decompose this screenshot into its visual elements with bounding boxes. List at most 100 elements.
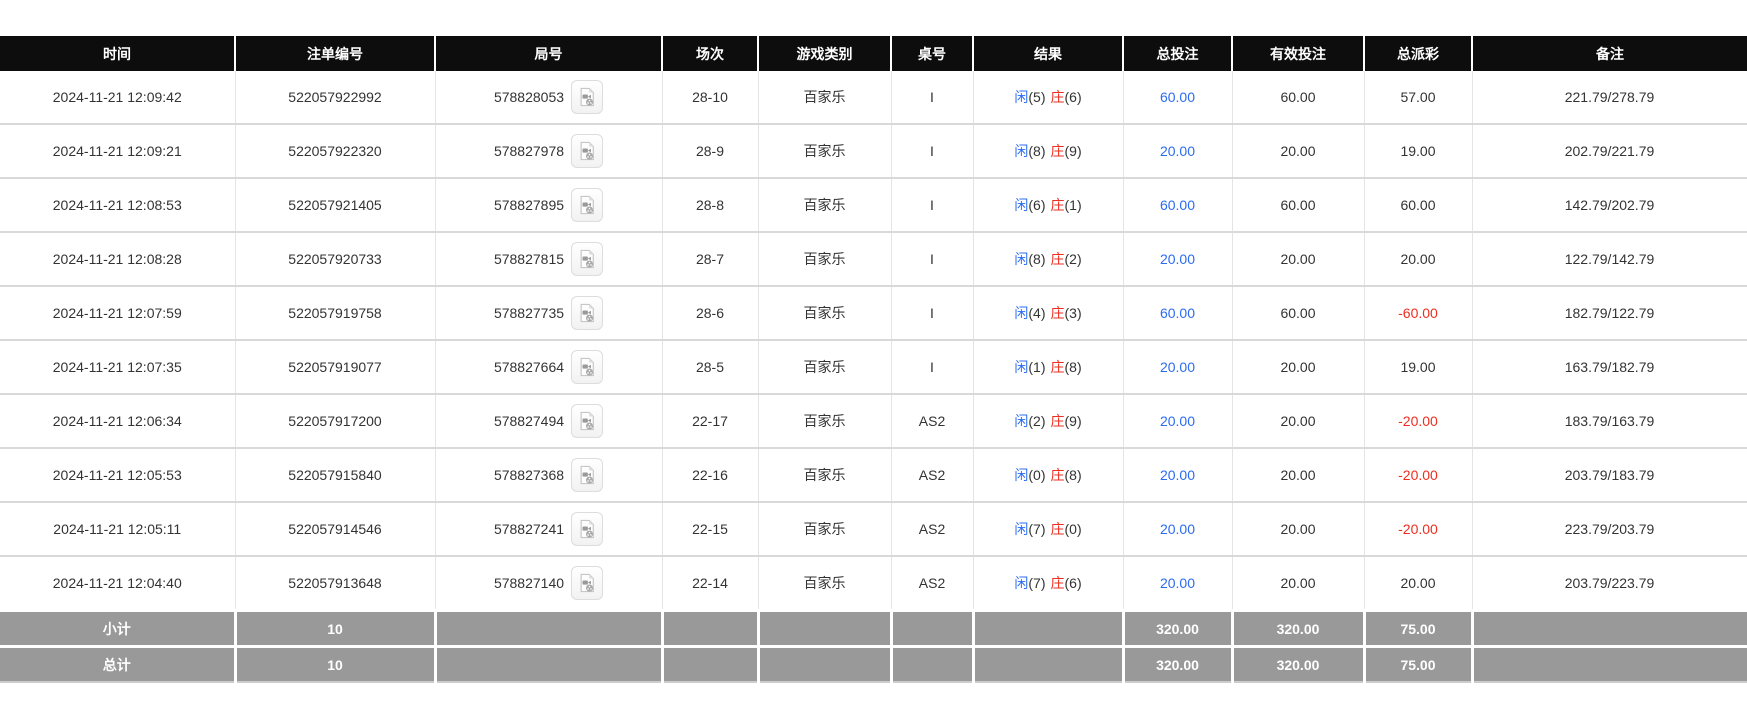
video-replay-button[interactable] [571, 134, 604, 168]
total-bet-link[interactable]: 20.00 [1159, 143, 1196, 159]
video-replay-button[interactable] [571, 80, 604, 114]
round-id: 578827735 [493, 305, 565, 321]
round-cell: 578827494 [434, 394, 662, 449]
round-cell: 578827895 [434, 178, 662, 233]
table-no-cell: I [890, 340, 973, 395]
remark-cell: 163.79/182.79 [1471, 340, 1747, 395]
bet-id-cell: 522057919758 [234, 286, 435, 341]
result-cell: 闲(7) 庄(6) [972, 556, 1123, 612]
col-header-bet-id: 注单编号 [234, 36, 435, 71]
total-bet-link[interactable]: 20.00 [1159, 575, 1196, 591]
col-header-session: 场次 [661, 36, 758, 71]
player-result-points: (0) [1028, 467, 1046, 483]
banker-result-points: (8) [1064, 359, 1082, 375]
bet-id-cell: 522057922320 [234, 124, 435, 179]
player-result-label: 闲 [1014, 143, 1029, 159]
player-result-label: 闲 [1014, 575, 1029, 591]
game-type-cell: 百家乐 [757, 556, 891, 612]
table-no-cell: I [890, 286, 973, 341]
valid-bet-cell: 60.00 [1231, 178, 1364, 233]
total-bet-link[interactable]: 20.00 [1159, 359, 1196, 375]
result-cell: 闲(4) 庄(3) [972, 286, 1123, 341]
banker-result-points: (0) [1064, 521, 1082, 537]
result-cell: 闲(8) 庄(2) [972, 232, 1123, 287]
result-cell: 闲(0) 庄(8) [972, 448, 1123, 503]
table-row: 2024-11-21 12:05:11 522057914546 5788272… [0, 502, 1747, 557]
bet-id-cell: 522057922992 [234, 71, 435, 125]
game-type-cell: 百家乐 [757, 71, 891, 125]
bet-id-cell: 522057915840 [234, 448, 435, 503]
total-label: 总计 [0, 645, 235, 683]
round-id: 578827895 [493, 197, 565, 213]
bet-id-cell: 522057913648 [234, 556, 435, 612]
video-replay-button[interactable] [571, 404, 604, 438]
total-bet-cell: 20.00 [1122, 448, 1232, 503]
video-file-icon [580, 357, 594, 377]
video-replay-button[interactable] [571, 458, 604, 492]
banker-result-points: (6) [1064, 89, 1082, 105]
payout-cell: -20.00 [1363, 394, 1472, 449]
valid-bet-cell: 60.00 [1231, 286, 1364, 341]
bet-id-cell: 522057914546 [234, 502, 435, 557]
total-bet-link[interactable]: 20.00 [1159, 521, 1196, 537]
table-row: 2024-11-21 12:04:40 522057913648 5788271… [0, 556, 1747, 612]
banker-result-label: 庄 [1050, 305, 1065, 321]
session-cell: 28-10 [661, 71, 758, 125]
subtotal-row: 小计 10 320.00 320.00 75.00 [0, 609, 1747, 647]
player-result-points: (6) [1028, 197, 1046, 213]
time-cell: 2024-11-21 12:09:21 [0, 124, 235, 179]
total-bet-link[interactable]: 20.00 [1159, 251, 1196, 267]
table-header: 时间 注单编号 局号 场次 游戏类别 桌号 结果 总投注 有效投注 总派彩 备注 [0, 36, 1747, 71]
result-cell: 闲(5) 庄(6) [972, 71, 1123, 125]
player-result-points: (1) [1028, 359, 1046, 375]
video-file-icon [580, 465, 594, 485]
banker-result-label: 庄 [1050, 89, 1065, 105]
game-type-cell: 百家乐 [757, 394, 891, 449]
video-replay-button[interactable] [571, 350, 604, 384]
payout-cell: 60.00 [1363, 178, 1472, 233]
round-cell: 578827978 [434, 124, 662, 179]
remark-cell: 203.79/183.79 [1471, 448, 1747, 503]
total-bet-link[interactable]: 60.00 [1159, 89, 1196, 105]
video-replay-button[interactable] [571, 188, 604, 222]
player-result-points: (7) [1028, 521, 1046, 537]
video-replay-button[interactable] [571, 296, 604, 330]
banker-result-label: 庄 [1050, 251, 1065, 267]
bet-id-cell: 522057919077 [234, 340, 435, 395]
video-replay-button[interactable] [571, 512, 604, 546]
time-cell: 2024-11-21 12:05:11 [0, 502, 235, 557]
table-row: 2024-11-21 12:06:34 522057917200 5788274… [0, 394, 1747, 449]
player-result-label: 闲 [1014, 359, 1029, 375]
total-bet-cell: 20.00 [1122, 340, 1232, 395]
total-bet-link[interactable]: 20.00 [1159, 467, 1196, 483]
game-type-cell: 百家乐 [757, 178, 891, 233]
game-type-cell: 百家乐 [757, 232, 891, 287]
session-cell: 22-15 [661, 502, 758, 557]
col-header-round-id: 局号 [434, 36, 662, 71]
empty-cell [971, 609, 1123, 647]
player-result-points: (8) [1028, 251, 1046, 267]
round-id: 578827494 [493, 413, 565, 429]
total-count: 10 [233, 645, 435, 683]
round-id: 578827978 [493, 143, 565, 159]
round-id: 578828053 [493, 89, 565, 105]
remark-cell: 142.79/202.79 [1471, 178, 1747, 233]
total-bet-link[interactable]: 60.00 [1159, 197, 1196, 213]
empty-cell [889, 645, 973, 683]
total-bet-cell: 20.00 [1122, 556, 1232, 612]
table-row: 2024-11-21 12:09:21 522057922320 5788279… [0, 124, 1747, 179]
valid-bet-cell: 20.00 [1231, 232, 1364, 287]
total-bet-link[interactable]: 60.00 [1159, 305, 1196, 321]
video-replay-button[interactable] [571, 566, 604, 600]
table-row: 2024-11-21 12:07:59 522057919758 5788277… [0, 286, 1747, 341]
payout-cell: 19.00 [1363, 124, 1472, 179]
banker-result-points: (6) [1064, 575, 1082, 591]
banker-result-points: (9) [1064, 413, 1082, 429]
video-replay-button[interactable] [571, 242, 604, 276]
empty-cell [971, 645, 1123, 683]
bet-id-cell: 522057917200 [234, 394, 435, 449]
total-bet-link[interactable]: 20.00 [1159, 413, 1196, 429]
subtotal-valid-bet: 320.00 [1230, 609, 1364, 647]
table-summary: 小计 10 320.00 320.00 75.00 总计 10 320.00 3… [0, 609, 1747, 683]
player-result-points: (4) [1028, 305, 1046, 321]
